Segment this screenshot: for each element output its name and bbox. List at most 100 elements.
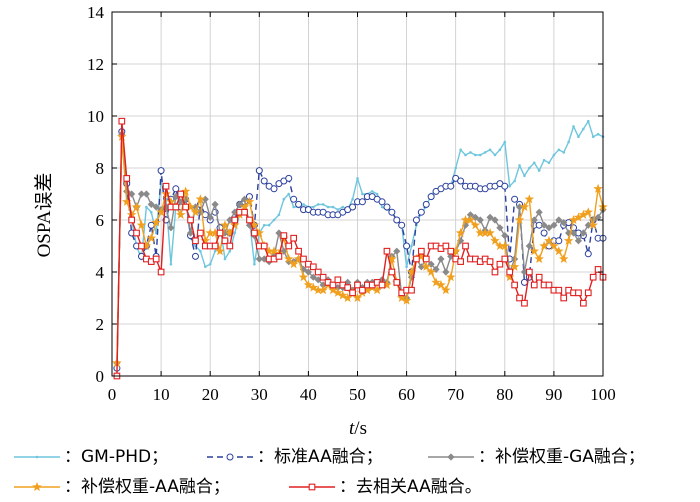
data-point: [290, 195, 298, 203]
data-point: [485, 228, 495, 238]
data-point: [295, 247, 302, 255]
data-point: [309, 273, 317, 281]
data-point: [199, 249, 202, 253]
data-point: [471, 213, 479, 221]
data-point: [549, 241, 559, 251]
data-point: [437, 255, 445, 263]
data-point: [220, 220, 230, 230]
data-point: [318, 285, 328, 295]
data-point: [254, 228, 265, 238]
data-point: [172, 203, 180, 211]
data-point: [358, 198, 366, 206]
legend-marker: [447, 453, 455, 461]
data-point: [190, 207, 201, 217]
data-point: [136, 220, 147, 230]
data-point: [550, 221, 558, 229]
data-point: [287, 192, 291, 196]
data-point: [342, 293, 353, 303]
data-point: [586, 119, 590, 123]
data-point: [141, 241, 152, 251]
data-point: [349, 203, 357, 211]
data-point: [182, 203, 190, 211]
data-point: [496, 260, 504, 268]
data-point: [267, 223, 271, 227]
data-point: [584, 289, 592, 297]
data-point: [361, 192, 364, 196]
data-point: [249, 220, 260, 230]
data-point: [530, 281, 538, 289]
data-point: [152, 255, 160, 263]
data-point: [523, 174, 526, 178]
legend-label: ：标准AA融合；: [257, 447, 383, 467]
data-point: [260, 177, 268, 185]
data-point: [476, 216, 484, 224]
data-point: [147, 221, 155, 229]
axis-ticks: 0 10 20 30 40 50 60 70 80 90 100 0 2 4 6 8 10 12 14: [87, 3, 616, 404]
y-tick-label: 14: [87, 3, 105, 22]
series-4: [112, 131, 608, 368]
data-point: [594, 266, 602, 273]
data-point: [387, 254, 397, 264]
data-point: [427, 193, 435, 201]
data-point: [372, 285, 382, 295]
series-5: [113, 117, 607, 380]
data-point: [380, 205, 384, 209]
data-point: [349, 289, 356, 297]
data-point: [568, 215, 579, 225]
data-point: [334, 276, 342, 284]
data-point: [314, 268, 322, 276]
data-point: [285, 242, 293, 250]
data-point: [211, 200, 219, 208]
data-point: [142, 190, 150, 198]
data-point: [521, 299, 528, 307]
data-point: [459, 148, 462, 152]
data-point: [520, 278, 528, 286]
series-lines: [112, 117, 608, 380]
data-point: [393, 247, 401, 255]
data-point: [388, 268, 396, 276]
data-point: [354, 281, 361, 289]
data-point: [393, 216, 401, 224]
data-point: [123, 175, 131, 182]
x-tick-label: 50: [349, 385, 366, 404]
data-point: [580, 299, 587, 307]
data-point: [118, 117, 126, 125]
data-point: [200, 235, 211, 245]
data-point: [582, 127, 585, 131]
data-point: [554, 246, 564, 256]
data-point: [495, 241, 505, 251]
data-point: [462, 242, 469, 250]
data-point: [496, 224, 504, 232]
data-point: [562, 151, 566, 154]
data-point: [486, 213, 494, 221]
series-line: [116, 120, 604, 369]
data-point: [555, 286, 563, 294]
data-point: [480, 228, 490, 238]
data-point: [302, 203, 305, 206]
data-point: [128, 190, 136, 198]
x-tick-label: 80: [496, 385, 513, 404]
data-point: [488, 148, 492, 152]
data-point: [588, 220, 598, 230]
data-point: [535, 273, 543, 281]
data-point: [288, 259, 299, 269]
data-point: [228, 249, 232, 253]
data-point: [197, 229, 204, 237]
data-point: [393, 279, 401, 286]
data-point: [280, 247, 288, 255]
data-point: [490, 235, 500, 245]
data-point: [406, 267, 417, 277]
y-tick-label: 4: [96, 263, 105, 282]
data-point: [544, 235, 554, 245]
data-point: [255, 167, 263, 175]
x-tick-label: 10: [153, 385, 170, 404]
data-point: [567, 140, 570, 144]
data-point: [145, 205, 148, 209]
data-point: [177, 190, 185, 198]
data-point: [572, 125, 575, 128]
data-point: [162, 182, 170, 190]
data-point: [540, 221, 548, 229]
data-point: [233, 231, 237, 235]
x-axis-label-var: t: [349, 418, 355, 439]
x-tick-label: 90: [545, 385, 562, 404]
